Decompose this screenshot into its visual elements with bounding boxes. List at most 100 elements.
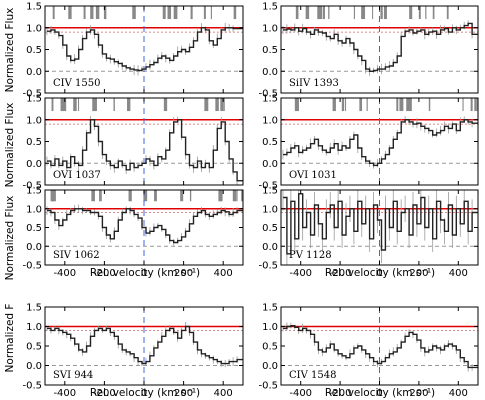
strip-mark [127, 98, 131, 112]
spectrum-group [46, 22, 243, 76]
strip-mark [408, 98, 412, 112]
panel-3: -0.5 0.0 0.5 1.0 1.5 OVI 1031 [258, 94, 479, 192]
ytick-label: 1.0 [262, 23, 278, 34]
strip-mark [173, 6, 178, 20]
strip-mark [294, 98, 299, 112]
spectrum-group [46, 204, 243, 246]
panel-7: -0.5 0.0 0.5 1.0 1.5 -400 -200 0 200 400 CIV 1548 [258, 303, 479, 399]
ytick-label: 1.5 [26, 2, 42, 13]
panel-5: -0.5 0.0 0.5 1.0 1.5 -400 -200 0 200 400 PV 1128 [258, 186, 479, 279]
strip-mark [103, 6, 107, 20]
strip-mark [92, 98, 97, 112]
xtick-label: 0 [141, 268, 147, 279]
ytick-label: 1.0 [26, 204, 42, 215]
xtick-label: -200 [93, 268, 116, 279]
ytick-label: -0.5 [258, 381, 278, 392]
ion-label: CIV 1548 [289, 370, 336, 381]
strip-mark [90, 6, 94, 20]
ytick-label: 0.0 [26, 67, 42, 78]
panel-1: -0.5 0.0 0.5 1.0 1.5 SiIV 1393 [258, 2, 479, 100]
strip-mark [189, 190, 192, 202]
spectrum-group [282, 116, 478, 169]
spectrum-line [47, 119, 243, 182]
strip-mark [163, 98, 168, 112]
strip-mark [366, 98, 368, 112]
ion-label: PV 1128 [289, 250, 332, 261]
strip-marks [295, 6, 449, 20]
ylabel-row-2: Normalized Flux [4, 103, 16, 188]
strip-mark [361, 6, 366, 20]
spectrum-group [282, 20, 478, 76]
strip-mark [132, 6, 135, 20]
strip-mark [68, 6, 72, 20]
ytick-label: 1.5 [262, 2, 278, 13]
strip-mark [218, 190, 221, 202]
xtick-label: -400 [53, 268, 76, 279]
strip-mark [215, 98, 219, 112]
strip-mark [470, 98, 473, 112]
panel-4: -0.5 0.0 0.5 1.0 1.5 -400 -200 0 200 400 SIV 1062 [22, 186, 244, 279]
ytick-label: -0.5 [22, 181, 42, 192]
strip-mark [318, 6, 323, 20]
strip-mark [190, 6, 193, 20]
strip-mark [143, 190, 148, 202]
ytick-label: 0.0 [262, 67, 278, 78]
xtick-label: 0 [141, 388, 147, 399]
ytick-label: 0.0 [26, 159, 42, 170]
ion-label: SIV 1062 [53, 250, 100, 261]
ytick-label: 1.0 [26, 23, 42, 34]
strip-marks [50, 190, 243, 202]
strip-mark [62, 98, 67, 112]
strip-mark [91, 190, 95, 202]
strip-mark [341, 98, 345, 112]
ytick-label: 0.0 [26, 361, 42, 372]
strip-mark [399, 98, 404, 112]
strip-marks [294, 98, 478, 112]
ytick-label: -0.5 [22, 89, 42, 100]
ytick-label: -0.5 [258, 89, 278, 100]
strip-mark [50, 190, 55, 202]
ion-label: SVI 944 [53, 370, 93, 381]
strip-mark [305, 6, 310, 20]
strip-mark [78, 98, 80, 112]
xtick-label: 200 [409, 388, 428, 399]
ytick-label: 1.0 [262, 115, 278, 126]
strip-mark [418, 6, 421, 20]
strip-mark [396, 98, 399, 112]
spectrum-line [47, 27, 243, 72]
spectrum-line [47, 325, 243, 365]
ytick-label: 0.5 [262, 137, 278, 148]
strip-mark [204, 98, 209, 112]
panel-2: -0.5 0.0 0.5 1.0 1.5 OVI 1037 [22, 94, 244, 192]
xlabel-bottom-right: Rel. velocity (km s⁻¹) [325, 387, 435, 399]
ytick-label: 0.5 [262, 342, 278, 353]
strip-mark [180, 190, 184, 202]
strip-mark [220, 98, 224, 112]
strip-mark [99, 190, 101, 202]
strip-marks [51, 98, 225, 112]
strip-mark [295, 6, 299, 20]
strip-mark [432, 6, 435, 20]
strip-mark [383, 6, 387, 20]
ytick-label: 0.5 [26, 223, 42, 234]
ytick-label: 1.0 [26, 115, 42, 126]
strip-mark [233, 6, 237, 20]
strip-mark [203, 6, 206, 20]
ion-label: OVI 1031 [289, 170, 337, 181]
ytick-label: -0.5 [22, 261, 42, 272]
ytick-label: 0.0 [262, 242, 278, 253]
ytick-label: 0.0 [26, 242, 42, 253]
xtick-label: 0 [376, 268, 382, 279]
xtick-label: 400 [449, 388, 468, 399]
ytick-label: 0.5 [26, 342, 42, 353]
spectrum-group [46, 116, 243, 185]
xlabel-top-left: Rel. velocity (km s⁻¹) [90, 267, 200, 279]
strip-mark [406, 98, 410, 112]
xtick-label: -200 [329, 388, 352, 399]
ytick-label: 1.5 [26, 186, 42, 197]
strip-mark [232, 190, 237, 202]
ytick-label: 1.0 [26, 322, 42, 333]
ion-label: CIV 1550 [53, 78, 100, 89]
strip-mark [223, 98, 225, 112]
